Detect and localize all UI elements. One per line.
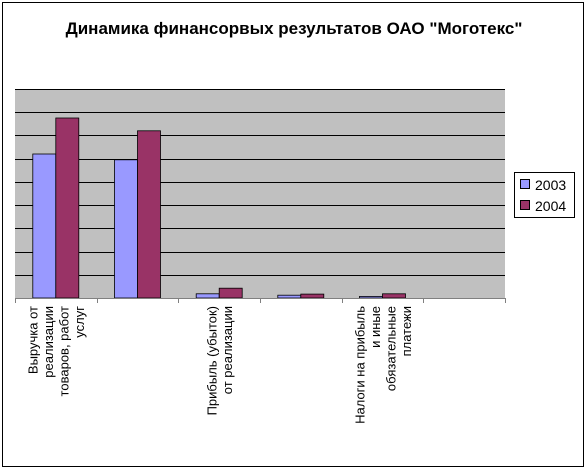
bar-2003-3 xyxy=(277,294,302,299)
legend-label-2003: 2003 xyxy=(535,177,567,193)
bar-2004-3 xyxy=(300,293,325,299)
category-label-line: обязательные xyxy=(383,306,398,391)
category-label-2: Прибыль (убыток)от реализации xyxy=(204,306,235,415)
legend-swatch-2004 xyxy=(520,200,530,210)
category-label-line: Прибыль (убыток) xyxy=(204,306,219,415)
bar-2004-0 xyxy=(55,117,80,299)
legend-entry-2004: 2004 xyxy=(520,197,566,215)
bar-2003-0 xyxy=(32,153,57,299)
category-label-line: платежи xyxy=(399,306,414,356)
bar-2004-1 xyxy=(137,130,161,299)
chart-title: Динамика финансорвых результатов ОАО "Мо… xyxy=(65,19,523,38)
category-label-line: товаров, работ xyxy=(57,306,72,396)
category-label-line: реализации xyxy=(41,306,56,378)
bar-2004-4 xyxy=(382,293,406,299)
plot-area xyxy=(15,89,505,298)
category-label-line: от реализации xyxy=(220,306,235,394)
legend-entry-2003: 2003 xyxy=(520,176,566,194)
category-label-line: Выручка от xyxy=(26,306,41,374)
bars xyxy=(32,117,406,299)
category-label-4: Налоги на прибыльи иныеобязательныеплате… xyxy=(352,306,414,424)
legend-swatch-2003 xyxy=(520,179,530,189)
legend-label-2004: 2004 xyxy=(535,198,567,214)
x-axis xyxy=(15,298,506,303)
bar-2003-4 xyxy=(359,295,383,299)
gridlines xyxy=(15,89,505,299)
category-label-line: Налоги на прибыль xyxy=(352,306,367,424)
category-label-line: услуг xyxy=(72,306,87,338)
category-label-0: Выручка отреализациитоваров, работуслуг xyxy=(26,306,88,397)
bar-2003-2 xyxy=(195,293,220,299)
bar-2003-1 xyxy=(114,159,138,299)
bar-2004-2 xyxy=(218,287,243,299)
legend: 2003 2004 xyxy=(514,172,575,218)
category-label-line: и иные xyxy=(368,306,383,348)
category-labels: Выручка отреализациитоваров, работуслуг П… xyxy=(26,306,414,424)
